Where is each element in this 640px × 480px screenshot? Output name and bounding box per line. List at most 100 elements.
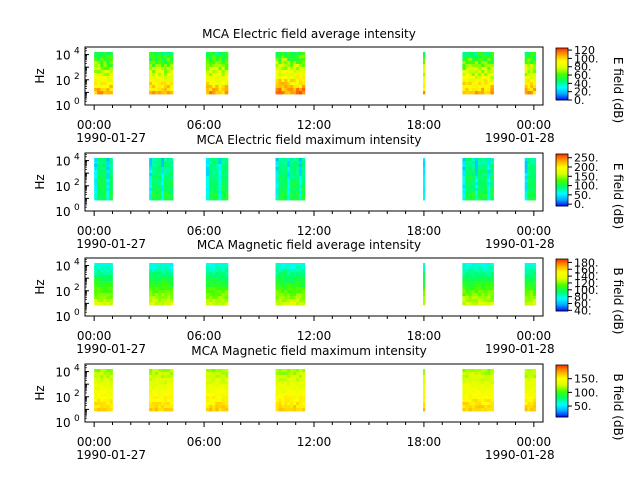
data-cell bbox=[209, 197, 213, 201]
data-cell bbox=[100, 299, 104, 303]
data-cell bbox=[158, 375, 162, 379]
data-cell bbox=[524, 167, 528, 171]
data-cell bbox=[224, 58, 229, 62]
data-cell bbox=[296, 82, 300, 86]
data-cell bbox=[293, 191, 297, 195]
data-cell bbox=[465, 278, 470, 282]
data-cell bbox=[462, 85, 466, 89]
data-cell bbox=[103, 176, 107, 180]
data-cell bbox=[423, 263, 426, 267]
data-cell bbox=[218, 299, 223, 303]
data-cell bbox=[275, 64, 279, 68]
data-cell bbox=[284, 197, 288, 201]
data-cell bbox=[281, 372, 285, 376]
data-cell bbox=[152, 82, 156, 86]
data-cell bbox=[164, 55, 168, 59]
data-cell bbox=[524, 302, 528, 306]
data-cell bbox=[481, 70, 485, 74]
data-cell bbox=[94, 378, 98, 382]
data-cell bbox=[301, 58, 306, 62]
spectrogram-data bbox=[94, 369, 537, 412]
data-cell bbox=[97, 91, 101, 95]
data-cell bbox=[301, 278, 306, 282]
data-cell bbox=[477, 290, 482, 294]
colorbar-step bbox=[556, 381, 568, 384]
data-cell bbox=[524, 293, 528, 297]
data-cell bbox=[169, 278, 174, 282]
data-cell bbox=[284, 58, 288, 62]
data-cell bbox=[97, 266, 101, 270]
colorbar-step bbox=[556, 309, 568, 312]
data-cell bbox=[109, 399, 113, 403]
data-cell bbox=[106, 284, 110, 288]
data-cell bbox=[481, 402, 485, 406]
data-cell bbox=[205, 266, 210, 270]
colorbar-step bbox=[556, 63, 568, 66]
data-cell bbox=[209, 52, 213, 56]
data-cell bbox=[221, 164, 226, 168]
colorbar-step bbox=[556, 397, 568, 400]
data-cell bbox=[530, 390, 534, 394]
data-cell bbox=[423, 70, 426, 74]
data-cell bbox=[527, 52, 531, 56]
data-cell bbox=[100, 164, 104, 168]
data-cell bbox=[423, 61, 426, 65]
data-cell bbox=[94, 387, 98, 391]
data-cell bbox=[215, 384, 219, 388]
data-cell bbox=[212, 293, 216, 297]
data-cell bbox=[490, 296, 494, 300]
data-cell bbox=[224, 82, 229, 86]
data-cell bbox=[301, 399, 306, 403]
data-cell bbox=[215, 194, 219, 198]
data-cell bbox=[281, 378, 285, 382]
y-tick-label: 10 bbox=[55, 155, 70, 169]
data-cell bbox=[462, 284, 466, 288]
colorbar-step bbox=[556, 268, 568, 270]
data-cell bbox=[527, 275, 531, 279]
data-cell bbox=[278, 55, 282, 59]
data-cell bbox=[212, 372, 216, 376]
data-cell bbox=[532, 173, 537, 177]
data-cell bbox=[471, 179, 476, 183]
data-cell bbox=[471, 272, 476, 276]
data-cell bbox=[275, 396, 279, 400]
data-cell bbox=[212, 164, 216, 168]
data-cell bbox=[287, 278, 291, 282]
data-cell bbox=[275, 164, 279, 168]
data-cell bbox=[481, 290, 485, 294]
data-cell bbox=[209, 73, 213, 77]
data-cell bbox=[221, 58, 226, 62]
colorbar-step bbox=[556, 164, 568, 167]
data-cell bbox=[212, 173, 216, 177]
x-tick-label: 18:00 bbox=[407, 329, 442, 343]
data-cell bbox=[221, 384, 226, 388]
data-cell bbox=[209, 164, 213, 168]
colorbar-tick-label: 250. bbox=[574, 152, 599, 165]
data-cell bbox=[471, 372, 476, 376]
data-cell bbox=[484, 302, 488, 306]
data-cell bbox=[423, 52, 426, 56]
data-cell bbox=[169, 85, 174, 89]
data-cell bbox=[530, 70, 534, 74]
data-cell bbox=[468, 281, 473, 285]
data-cell bbox=[484, 375, 488, 379]
data-cell bbox=[100, 167, 104, 171]
data-cell bbox=[287, 263, 291, 267]
data-cell bbox=[423, 402, 426, 406]
y-tick-exponent: 2 bbox=[74, 178, 80, 188]
data-cell bbox=[100, 191, 104, 195]
data-cell bbox=[166, 272, 171, 276]
data-cell bbox=[490, 173, 494, 177]
data-cell bbox=[484, 284, 488, 288]
data-cell bbox=[462, 372, 466, 376]
data-cell bbox=[169, 55, 174, 59]
data-cell bbox=[298, 396, 303, 400]
data-cell bbox=[301, 64, 306, 68]
data-cell bbox=[484, 263, 488, 267]
data-cell bbox=[293, 393, 297, 397]
data-cell bbox=[209, 173, 213, 177]
data-cell bbox=[275, 82, 279, 86]
colorbar-tick-label: 160. bbox=[574, 263, 599, 276]
colorbar-step bbox=[556, 415, 568, 418]
data-cell bbox=[212, 67, 216, 71]
